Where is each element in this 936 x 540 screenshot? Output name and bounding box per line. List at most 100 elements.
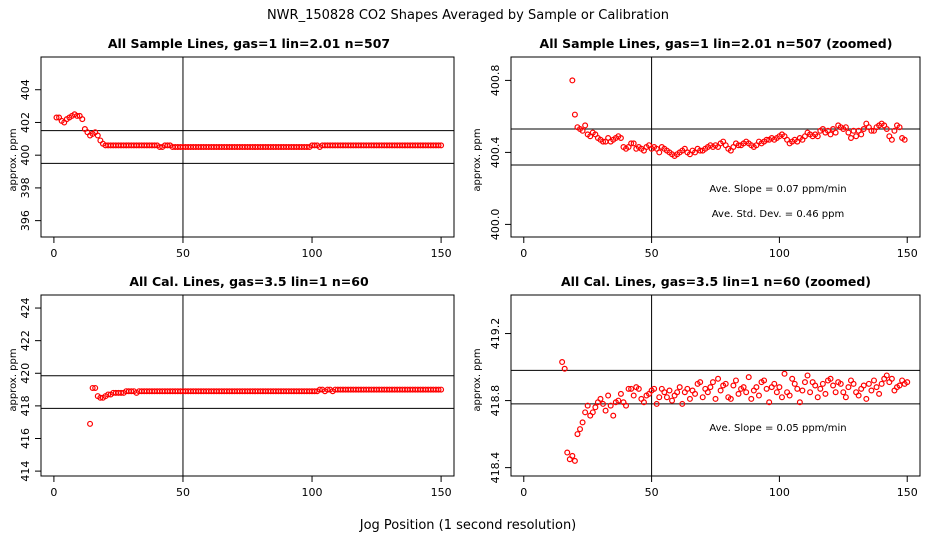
data-point — [605, 392, 612, 399]
data-point — [53, 114, 60, 121]
data-point — [674, 389, 681, 396]
data-point — [615, 397, 622, 404]
data-point — [311, 388, 318, 395]
data-point — [92, 384, 99, 391]
slope-annotation: Ave. Slope = 0.07 ppm/min — [709, 184, 846, 195]
data-point — [118, 389, 125, 396]
data-point — [858, 131, 865, 138]
data-point — [850, 380, 857, 387]
data-point — [602, 407, 609, 414]
data-point — [763, 385, 770, 392]
data-point — [625, 385, 632, 392]
data-point — [94, 132, 101, 139]
x-tick-label: 0 — [520, 247, 527, 260]
plot-frame — [510, 294, 921, 477]
data-point — [579, 419, 586, 426]
panel-cal-lines-zoomed: All Cal. Lines, gas=3.5 lin=1 n=60 (zoom… — [472, 274, 921, 499]
data-point — [574, 431, 581, 438]
x-tick-label: 100 — [302, 486, 323, 499]
data-point — [845, 129, 852, 136]
data-point — [722, 380, 729, 387]
stddev-annotation: Ave. Std. Dev. = 0.46 ppm — [712, 209, 844, 220]
plot-frame — [40, 294, 455, 477]
data-point — [656, 149, 663, 156]
data-point — [860, 125, 867, 132]
data-point — [164, 142, 171, 149]
data-point — [697, 147, 704, 154]
y-tick-label: 419.2 — [489, 318, 502, 350]
data-point — [559, 359, 566, 366]
data-point — [697, 379, 704, 386]
panel-sample-lines: All Sample Lines, gas=1 lin=2.01 n=507 a… — [8, 36, 455, 260]
data-point — [896, 382, 903, 389]
data-point — [589, 409, 596, 416]
data-point — [827, 375, 834, 382]
panel-title: All Sample Lines, gas=1 lin=2.01 n=507 — [108, 36, 390, 51]
data-point — [868, 127, 875, 134]
data-point — [735, 142, 742, 149]
data-point — [651, 385, 658, 392]
data-point — [669, 397, 676, 404]
data-point — [801, 379, 808, 386]
data-point — [653, 400, 660, 407]
data-point — [640, 399, 647, 406]
x-tick-label: 150 — [431, 247, 452, 260]
data-point — [610, 412, 617, 419]
data-point — [789, 375, 796, 382]
panel-sample-lines-zoomed: All Sample Lines, gas=1 lin=2.01 n=507 (… — [472, 36, 921, 260]
y-axis-label: approx. ppm — [472, 128, 483, 191]
y-axis-label: approx. ppm — [8, 348, 19, 411]
data-point — [707, 384, 714, 391]
y-axis-label: approx. ppm — [8, 128, 19, 191]
data-point — [814, 394, 821, 401]
y-axis-label: approx. ppm — [472, 348, 483, 411]
data-point — [97, 394, 104, 401]
data-point — [761, 377, 768, 384]
data-point — [763, 136, 770, 143]
data-point — [435, 386, 442, 393]
data-point — [730, 382, 737, 389]
y-tick-label: 416 — [19, 428, 32, 449]
x-tick-label: 0 — [50, 247, 57, 260]
data-point — [832, 129, 839, 136]
data-point — [865, 380, 872, 387]
data-point — [597, 395, 604, 402]
data-point — [676, 384, 683, 391]
data-point — [607, 402, 614, 409]
x-tick-label: 0 — [520, 486, 527, 499]
data-point — [684, 385, 691, 392]
data-point — [692, 390, 699, 397]
data-point — [661, 389, 668, 396]
data-point — [773, 389, 780, 396]
data-point — [727, 395, 734, 402]
data-point — [704, 389, 711, 396]
y-tick-label: 400.8 — [489, 65, 502, 97]
data-point — [842, 394, 849, 401]
data-point — [791, 380, 798, 387]
data-point — [709, 379, 716, 386]
panel-title: All Cal. Lines, gas=3.5 lin=1 n=60 (zoom… — [561, 274, 871, 289]
y-tick-label: 418 — [19, 395, 32, 416]
x-tick-label: 150 — [897, 247, 918, 260]
data-point — [303, 144, 310, 151]
data-point — [600, 400, 607, 407]
data-point — [840, 389, 847, 396]
data-point — [438, 386, 445, 393]
data-point — [717, 387, 724, 394]
panel-cal-lines: All Cal. Lines, gas=3.5 lin=1 n=60 appro… — [8, 274, 455, 499]
data-point — [582, 122, 589, 129]
data-point — [79, 116, 86, 123]
data-point — [105, 391, 112, 398]
data-point — [817, 385, 824, 392]
data-point — [888, 375, 895, 382]
panel-title: All Sample Lines, gas=1 lin=2.01 n=507 (… — [540, 36, 893, 51]
data-point — [571, 111, 578, 118]
data-point — [860, 382, 867, 389]
data-point — [656, 394, 663, 401]
plot-frame — [40, 56, 455, 238]
data-point — [311, 142, 318, 149]
data-point — [786, 392, 793, 399]
data-point — [569, 77, 576, 84]
data-point — [804, 372, 811, 379]
